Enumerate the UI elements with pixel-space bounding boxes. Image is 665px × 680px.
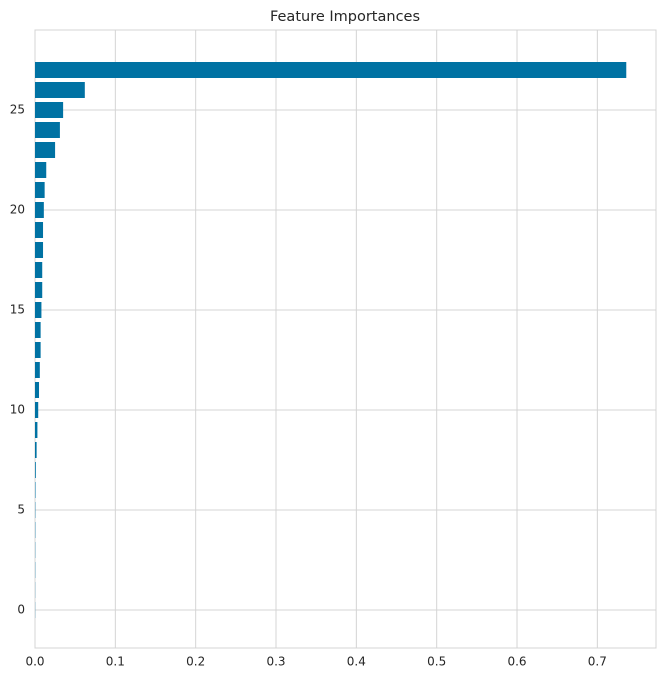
y-tick-label: 5 bbox=[17, 503, 25, 517]
x-tick-label: 0.4 bbox=[347, 655, 366, 669]
x-tick-label: 0.2 bbox=[186, 655, 205, 669]
x-tick-label: 0.0 bbox=[25, 655, 44, 669]
x-tick-label: 0.3 bbox=[266, 655, 285, 669]
bar bbox=[35, 142, 56, 158]
y-tick-label: 10 bbox=[10, 403, 25, 417]
y-tick-label: 15 bbox=[10, 303, 25, 317]
bar bbox=[35, 282, 43, 298]
x-tick-label: 0.7 bbox=[588, 655, 607, 669]
chart-title: Feature Importances bbox=[270, 9, 420, 25]
bar bbox=[35, 102, 64, 118]
y-tick-label: 20 bbox=[10, 203, 25, 217]
bar bbox=[35, 62, 627, 78]
plot-area bbox=[34, 29, 657, 649]
bar bbox=[35, 82, 85, 98]
bar bbox=[35, 462, 36, 478]
bar bbox=[35, 202, 44, 218]
bar bbox=[35, 322, 41, 338]
bar bbox=[35, 162, 47, 178]
bar bbox=[35, 122, 60, 138]
bar bbox=[35, 242, 44, 258]
bar bbox=[35, 382, 40, 398]
bar bbox=[35, 402, 39, 418]
bar bbox=[35, 422, 38, 438]
bar bbox=[35, 302, 42, 318]
y-tick-label: 0 bbox=[17, 603, 25, 617]
bar bbox=[35, 442, 37, 458]
bar bbox=[35, 222, 44, 238]
bar bbox=[35, 262, 43, 278]
y-tick-label: 25 bbox=[10, 103, 25, 117]
bar bbox=[35, 342, 41, 358]
bar bbox=[35, 362, 40, 378]
x-tick-label: 0.5 bbox=[427, 655, 446, 669]
x-tick-label: 0.1 bbox=[106, 655, 125, 669]
bar bbox=[35, 182, 45, 198]
x-tick-label: 0.6 bbox=[507, 655, 526, 669]
